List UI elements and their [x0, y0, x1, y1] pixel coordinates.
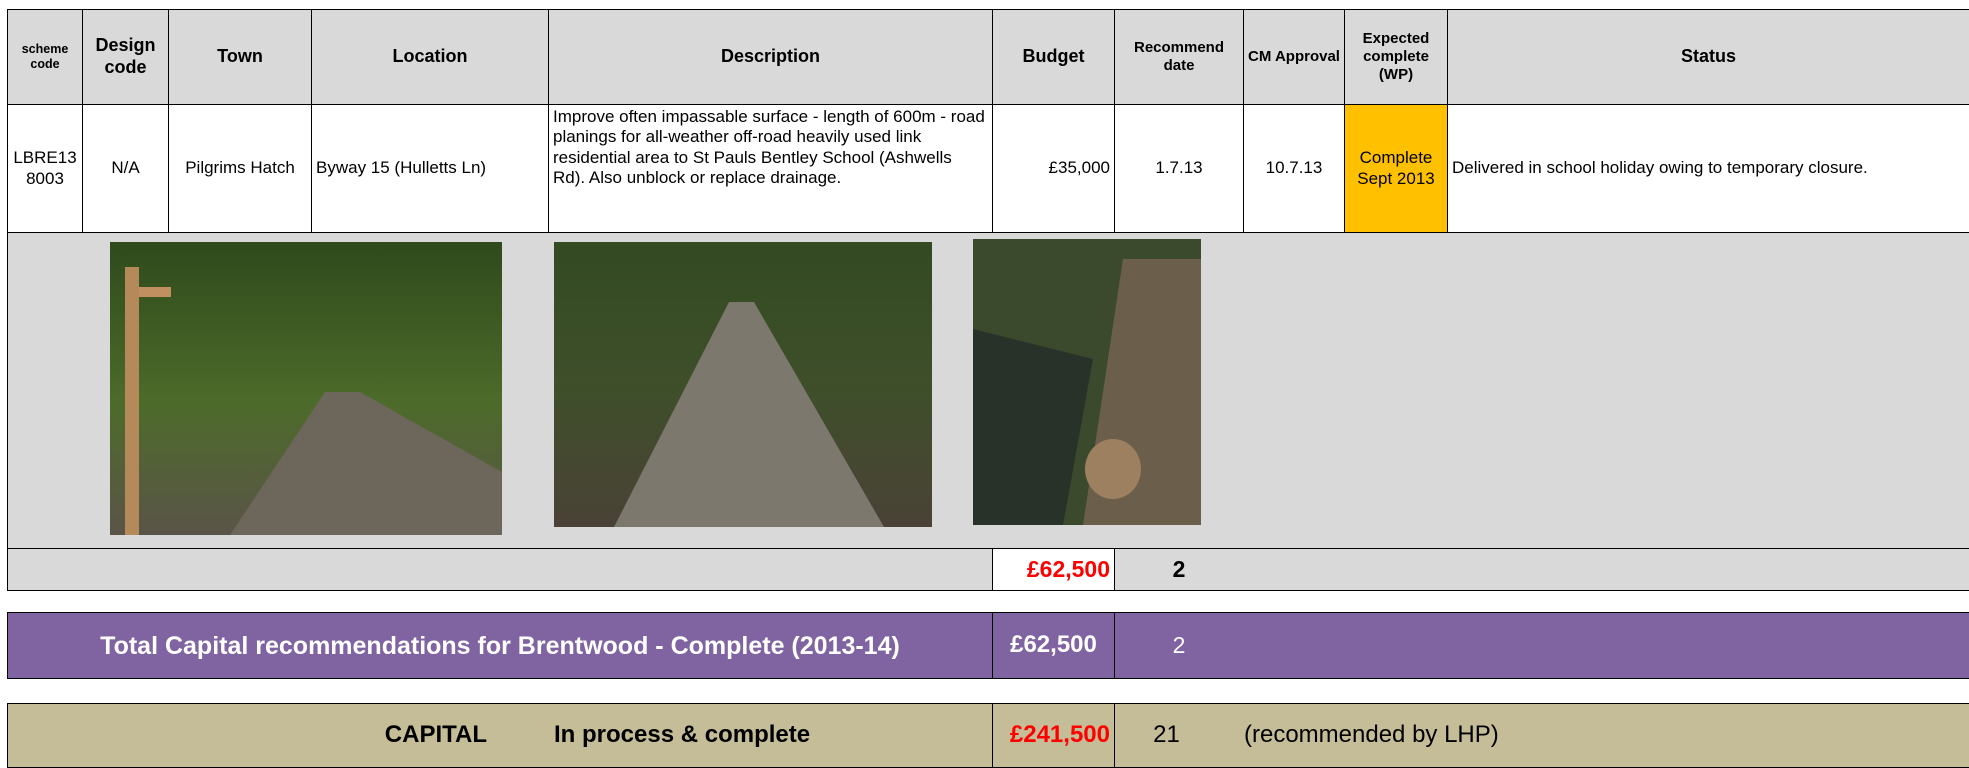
table-cell: £35,000: [992, 104, 1115, 233]
header-cell: Location: [311, 9, 549, 105]
table-cell: Complete Sept 2013: [1344, 104, 1448, 233]
subtotal-count: 2: [1114, 548, 1244, 591]
header-cell: Town: [168, 9, 312, 105]
photo: [554, 242, 932, 527]
photo: [973, 239, 1201, 525]
table-cell: Delivered in school holiday owing to tem…: [1447, 104, 1969, 233]
header-cell: Design code: [82, 9, 169, 105]
header-cell: Expected complete (WP): [1344, 9, 1448, 105]
table-cell: N/A: [82, 104, 169, 233]
page: {"table":{"header":["scheme code","Desig…: [0, 0, 1969, 767]
header-cell: Budget: [992, 9, 1115, 105]
table-cell: Improve often impassable surface - lengt…: [548, 104, 993, 233]
header-cell: Description: [548, 9, 993, 105]
capital-budget: £241,500: [992, 703, 1115, 768]
header-cell: Status: [1447, 9, 1969, 105]
header-cell: CM Approval: [1243, 9, 1345, 105]
table-cell: Byway 15 (Hulletts Ln): [311, 104, 549, 233]
photo: [110, 242, 502, 535]
total-label: Total Capital recommendations for Brentw…: [7, 612, 993, 679]
total-count: 2: [1114, 612, 1244, 679]
capital-label: CAPITAL: [200, 703, 491, 768]
table-cell: LBRE138003: [7, 104, 83, 233]
capital-stage: In process & complete: [550, 703, 993, 768]
table-cell: Pilgrims Hatch: [168, 104, 312, 233]
table-cell: 1.7.13: [1114, 104, 1244, 233]
subtotal-budget: £62,500: [992, 548, 1115, 591]
header-cell: Recommend date: [1114, 9, 1244, 105]
table-cell: 10.7.13: [1243, 104, 1345, 233]
subtotal-row: [7, 548, 1969, 591]
capital-note: (recommended by LHP): [1240, 703, 1701, 768]
header-cell: scheme code: [7, 9, 83, 105]
total-budget: £62,500: [992, 612, 1115, 679]
capital-count: 21: [1114, 703, 1219, 768]
